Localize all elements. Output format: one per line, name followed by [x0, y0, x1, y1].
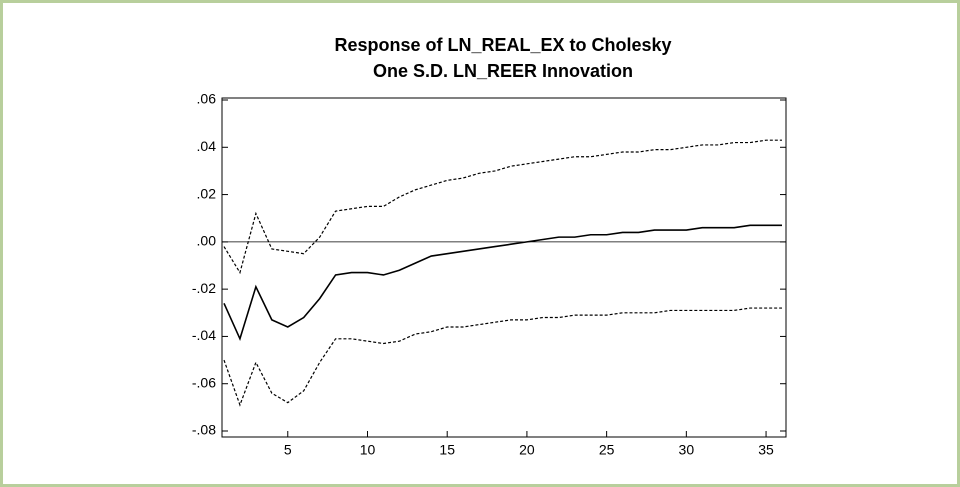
confidence-band [223, 307, 782, 407]
y-tick-label: .06 [197, 91, 217, 107]
x-tick-label: 30 [679, 442, 695, 458]
x-tick-label: 10 [360, 442, 376, 458]
x-tick-label: 35 [758, 442, 774, 458]
x-tick-label: 20 [519, 442, 535, 458]
y-tick-label: -.02 [192, 280, 216, 296]
confidence-band [223, 139, 782, 275]
y-tick-label: -.04 [192, 327, 216, 343]
x-tick-label: 25 [599, 442, 615, 458]
chart-subtitle: One S.D. LN_REER Innovation [373, 61, 633, 81]
plot-frame [221, 97, 787, 438]
y-tick-label: .00 [197, 233, 217, 249]
y-tick-label: -.06 [192, 374, 216, 390]
x-tick-label: 15 [439, 442, 455, 458]
y-tick-label: -.08 [192, 422, 216, 438]
response-line [223, 224, 782, 342]
y-tick-label: .04 [197, 138, 217, 154]
chart-title: Response of LN_REAL_EX to Cholesky [334, 35, 671, 55]
x-tick-label: 5 [284, 442, 292, 458]
y-tick-label: .02 [197, 185, 217, 201]
